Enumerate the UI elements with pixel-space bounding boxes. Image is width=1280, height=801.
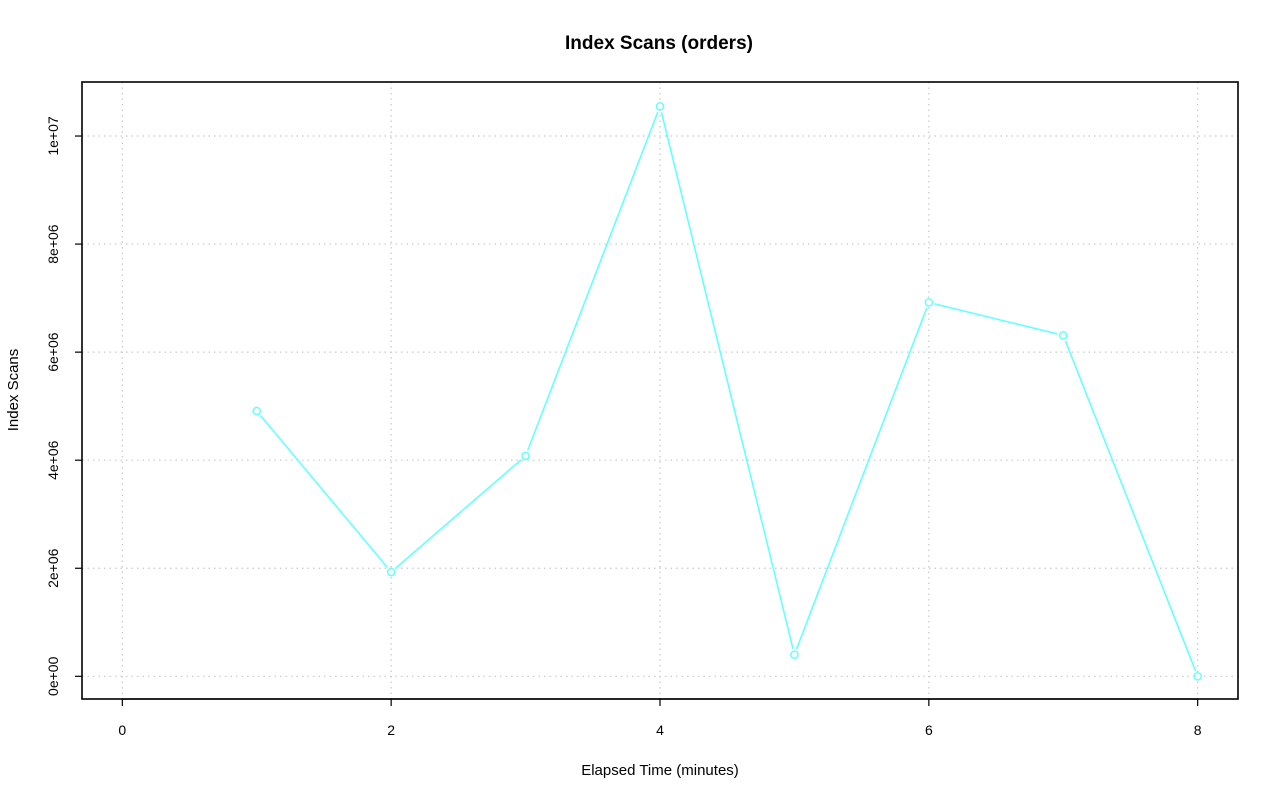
data-point [790, 650, 799, 660]
series-line-segment [795, 307, 928, 650]
data-point [924, 298, 934, 307]
data-point [252, 406, 262, 416]
grid-layer [82, 82, 1238, 699]
x-tick-label: 2 [387, 722, 395, 738]
data-point [655, 101, 665, 111]
data-point [1058, 331, 1068, 340]
x-tick-label: 0 [118, 722, 126, 738]
y-tick-label: 6e+06 [45, 332, 61, 372]
series-line-segment [395, 459, 522, 569]
x-tick-label: 6 [925, 722, 933, 738]
y-tick-label: 8e+06 [45, 224, 61, 264]
series-line-segment [526, 111, 659, 451]
data-point [521, 451, 530, 461]
series-line-segment [934, 303, 1058, 335]
data-point [386, 567, 396, 577]
series-layer [252, 101, 1203, 681]
series-line-segment [259, 415, 388, 568]
y-tick-label: 4e+06 [45, 440, 61, 480]
data-point [1193, 671, 1203, 681]
y-tick-label: 2e+06 [45, 548, 61, 588]
axis-layer: 0 2 4 6 8 0e+00 2e+06 4e+06 6e+06 8e+06 1e+07 [45, 116, 1202, 738]
x-tick-label: 4 [656, 722, 664, 738]
x-tick-label: 8 [1194, 722, 1202, 738]
chart-title: Index Scans (orders) [565, 33, 753, 54]
y-tick-label: 0e+00 [45, 656, 61, 696]
x-axis-label: Elapsed Time (minutes) [581, 762, 739, 779]
series-line-segment [1064, 340, 1197, 672]
y-axis-label: Index Scans [5, 349, 22, 432]
series-line-segment [660, 111, 794, 650]
y-tick-label: 1e+07 [45, 116, 61, 156]
